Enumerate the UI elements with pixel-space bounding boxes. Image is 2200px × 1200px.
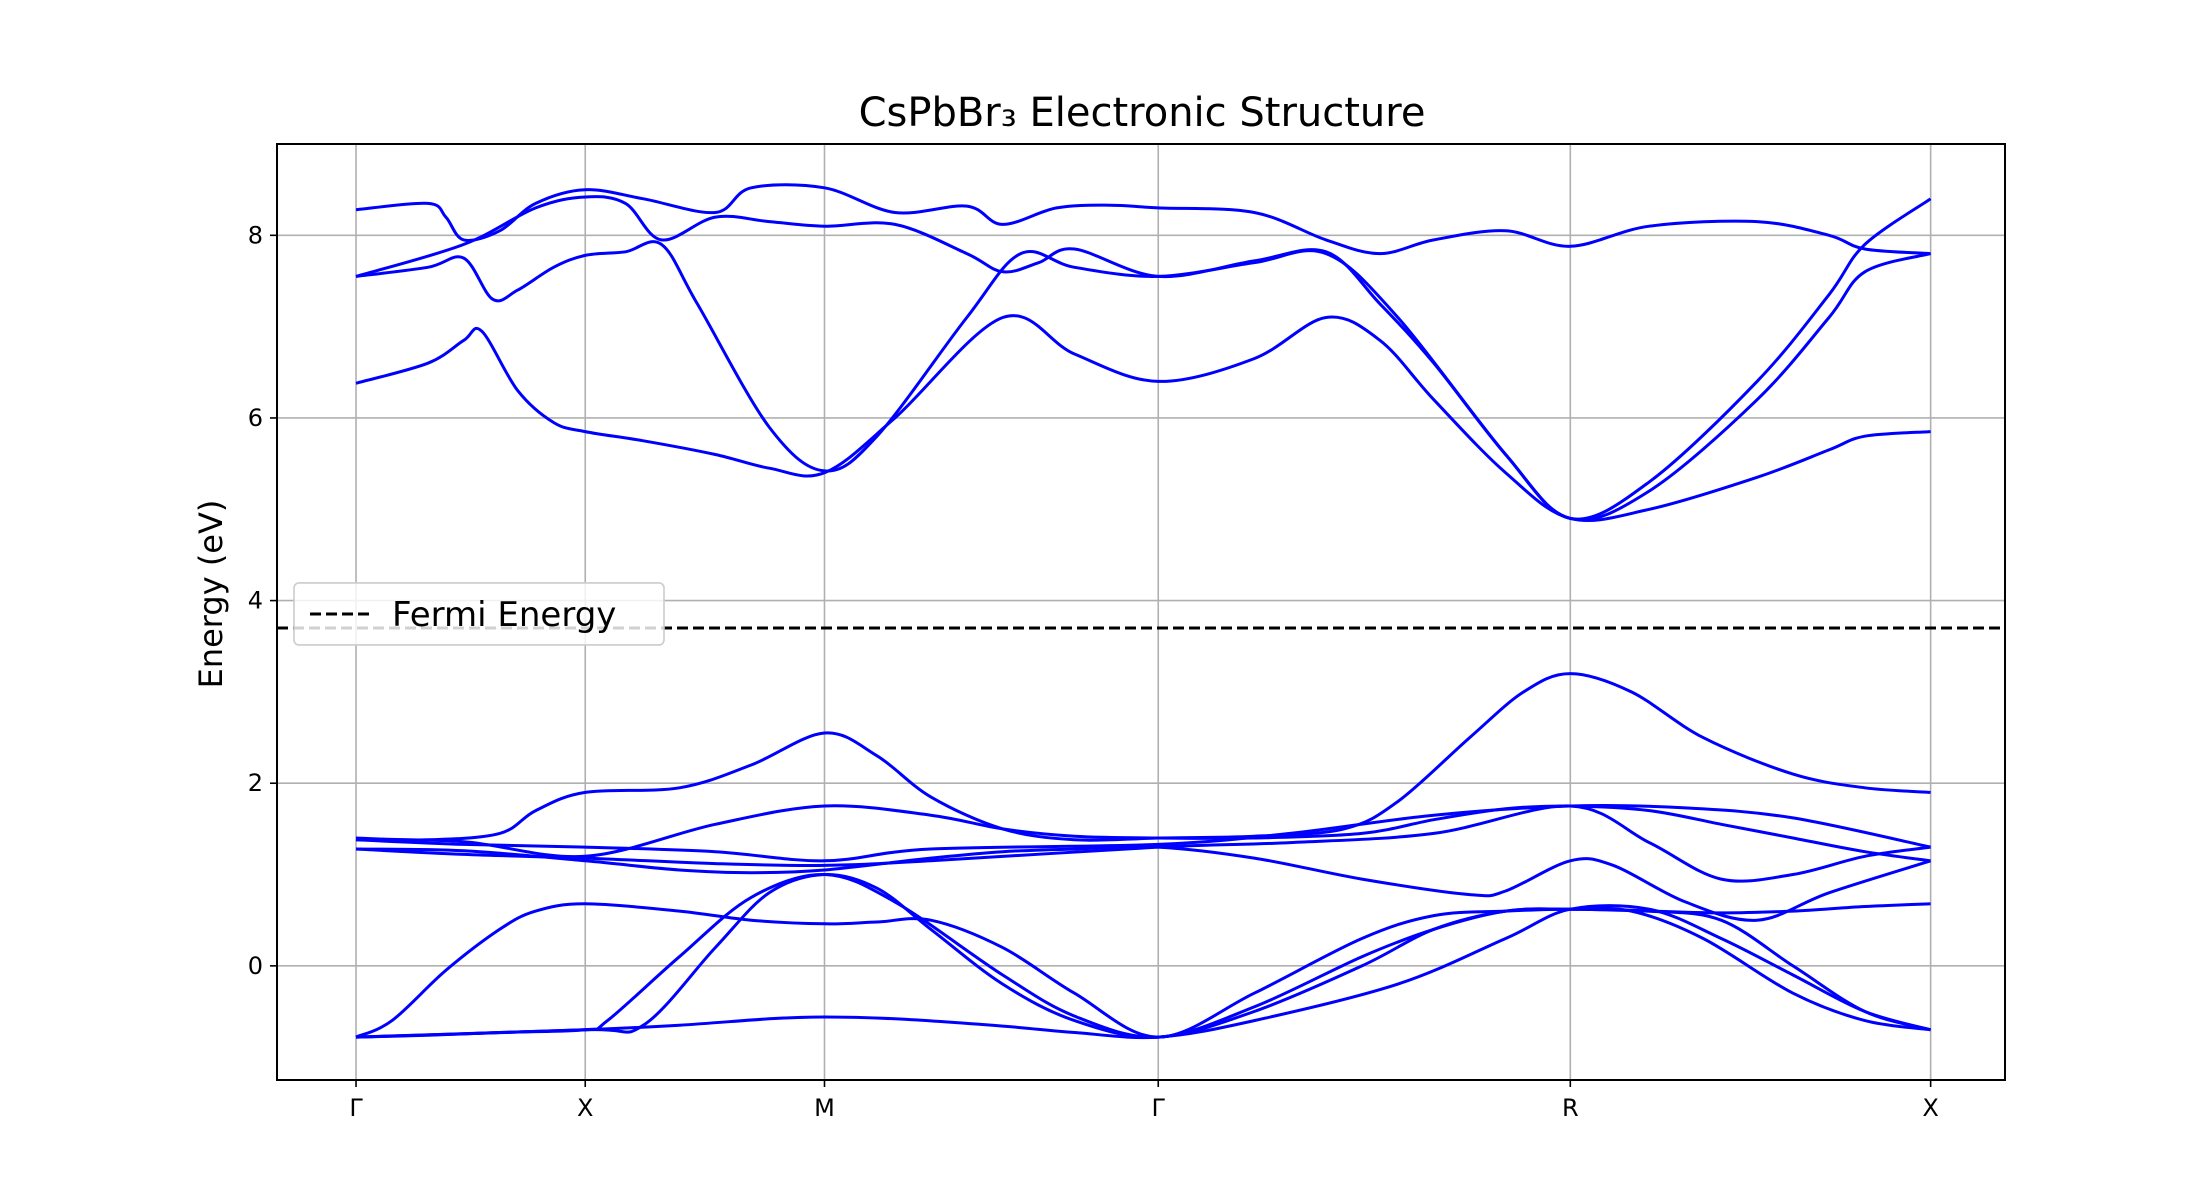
y-tick-label: 4: [248, 587, 263, 615]
x-tick-label: X: [577, 1094, 593, 1122]
band-line-5: [355, 845, 1932, 922]
x-tick-label: R: [1562, 1094, 1579, 1122]
legend: Fermi Energy: [293, 582, 665, 646]
band-line-12: [355, 195, 1932, 521]
legend-box: [293, 582, 665, 646]
y-tick-label: 0: [248, 952, 263, 980]
y-tick-label: 6: [248, 404, 263, 432]
x-tick-label: Γ: [1152, 1094, 1166, 1122]
x-tick-label: M: [814, 1094, 835, 1122]
x-tick-label: Γ: [349, 1094, 363, 1122]
x-tick-label: X: [1922, 1094, 1938, 1122]
band-line-4: [355, 872, 1932, 1039]
band-line-3: [355, 872, 1931, 1039]
legend-label: Fermi Energy: [392, 595, 616, 635]
band-line-13: [355, 183, 1931, 256]
band-line-9: [355, 672, 1931, 842]
band-line-7: [355, 804, 1931, 883]
axis-ticks: Γ X M Γ R X 0 2 4 6 8: [248, 221, 1939, 1122]
band-lines: [355, 183, 1932, 1040]
band-line-2: [355, 902, 1931, 1039]
band-line-6: [355, 804, 1931, 863]
band-line-11: [355, 240, 1931, 522]
chart-title: CsPbBr₃ Electronic Structure: [859, 90, 1426, 136]
band-line-10: [355, 314, 1931, 522]
band-line-8: [355, 804, 1931, 863]
y-tick-label: 8: [248, 221, 263, 249]
grid-lines: [277, 144, 2005, 1080]
band-line-1: [355, 904, 1932, 1040]
y-axis-label: Energy (eV): [192, 500, 230, 689]
plot-frame: [276, 143, 2006, 1081]
y-tick-label: 2: [248, 769, 263, 797]
